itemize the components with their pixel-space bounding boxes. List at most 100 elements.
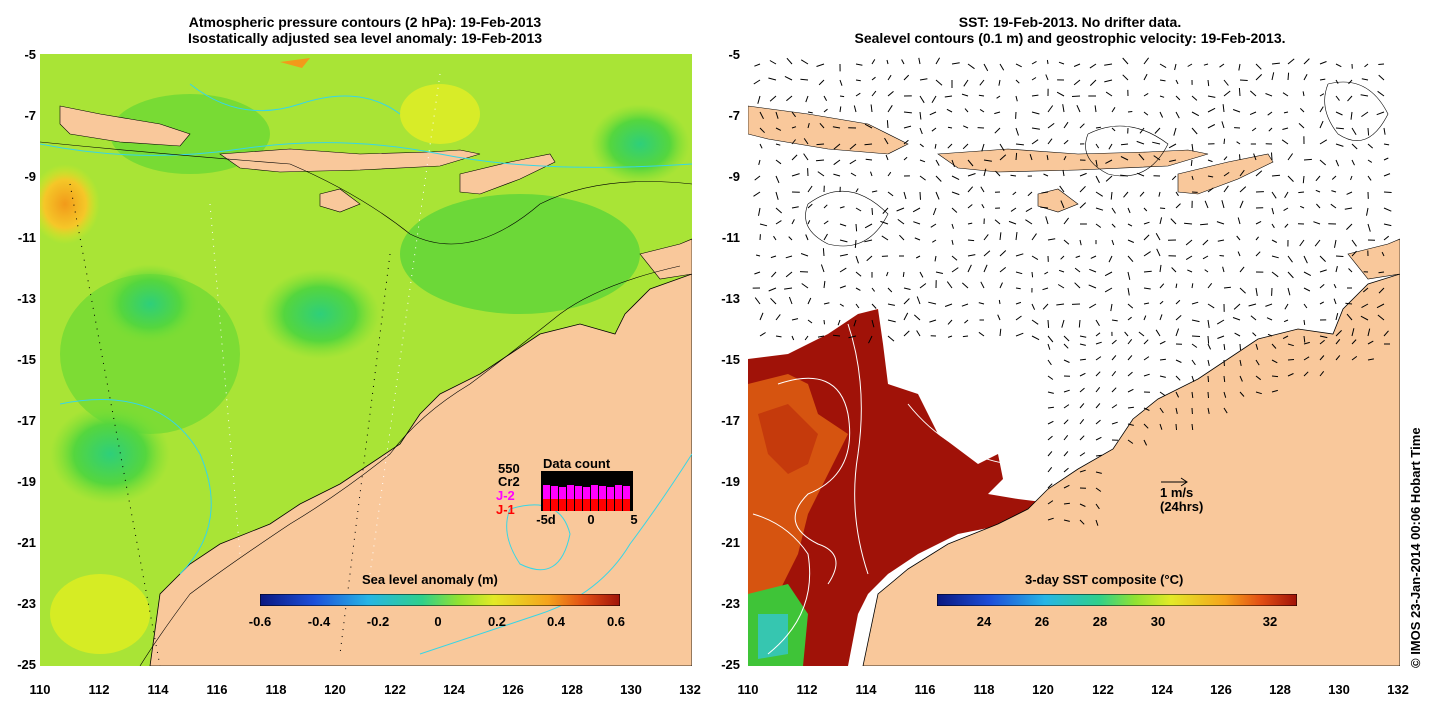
velocity-arrow: [1319, 78, 1326, 81]
sla-colorbar-tick: -0.6: [248, 614, 272, 629]
velocity-arrow: [1127, 239, 1134, 243]
data-count-bar-j1: [615, 499, 622, 511]
velocity-arrow: [759, 312, 764, 321]
velocity-arrow: [1191, 283, 1194, 289]
velocity-arrow: [758, 159, 761, 166]
left-x-tick: 122: [384, 682, 406, 697]
velocity-arrow: [1047, 435, 1053, 441]
satellite-label-j1: J-1: [496, 502, 515, 517]
velocity-arrow: [1079, 372, 1086, 377]
sla-colorbar-tick: -0.4: [307, 614, 331, 629]
velocity-arrow: [1239, 375, 1243, 382]
left-x-tick: 132: [679, 682, 701, 697]
velocity-arrow: [839, 239, 848, 243]
velocity-arrow: [1025, 219, 1033, 225]
velocity-arrow: [1207, 187, 1214, 193]
velocity-arrow: [1221, 121, 1225, 129]
data-count-bar-j2: [615, 485, 622, 499]
velocity-arrow: [1059, 185, 1065, 193]
velocity-arrow: [1383, 143, 1390, 146]
velocity-arrow: [850, 172, 857, 177]
velocity-arrow: [1095, 371, 1101, 377]
velocity-arrow: [887, 335, 895, 342]
velocity-arrow: [887, 287, 893, 293]
velocity-arrow: [951, 239, 954, 245]
left-title: Atmospheric pressure contours (2 hPa): 1…: [40, 14, 690, 46]
velocity-arrow: [1255, 359, 1260, 366]
velocity-arrow: [1058, 61, 1065, 65]
sla-colorbar-title: Sea level anomaly (m): [362, 572, 498, 587]
velocity-arrow: [932, 239, 937, 243]
velocity-arrow: [1111, 370, 1117, 377]
velocity-arrow: [823, 280, 826, 289]
velocity-arrow: [1187, 269, 1193, 273]
velocity-arrow: [1095, 471, 1102, 474]
velocity-arrow: [1175, 283, 1178, 289]
velocity-arrow: [1095, 503, 1100, 510]
satellite-label-cr2: Cr2: [498, 474, 520, 489]
velocity-arrow: [1031, 319, 1039, 325]
velocity-arrow: [1127, 316, 1132, 321]
velocity-arrow: [886, 120, 889, 129]
velocity-arrow: [1255, 170, 1263, 177]
velocity-arrow: [1042, 287, 1049, 291]
velocity-arrow: [961, 303, 969, 307]
data-count-bar-j1: [543, 499, 550, 511]
velocity-arrow: [1159, 207, 1166, 209]
velocity-arrow: [951, 223, 954, 229]
velocity-arrow: [1127, 338, 1133, 345]
velocity-arrow: [1366, 207, 1369, 216]
velocity-arrow: [1239, 154, 1241, 161]
velocity-arrow: [1249, 90, 1257, 97]
velocity-arrow: [1239, 287, 1246, 294]
velocity-arrow: [919, 191, 921, 200]
velocity-arrow: [791, 173, 800, 177]
right-y-tick: -11: [721, 230, 740, 245]
velocity-arrow: [1079, 418, 1085, 425]
right-x-tick: 114: [855, 682, 877, 697]
velocity-arrow: [823, 233, 828, 241]
velocity-arrow: [1062, 169, 1065, 177]
velocity-arrow: [1239, 186, 1247, 193]
velocity-arrow: [951, 255, 958, 261]
velocity-arrow: [775, 127, 782, 131]
velocity-arrow: [855, 287, 861, 291]
right-x-tick: 122: [1092, 682, 1114, 697]
velocity-arrow: [1377, 90, 1385, 97]
velocity-arrow: [903, 287, 911, 290]
velocity-arrow: [1346, 313, 1353, 321]
velocity-arrow: [935, 79, 943, 86]
data-count-bar-j1: [623, 499, 630, 511]
velocity-arrow: [1191, 391, 1194, 398]
velocity-arrow: [946, 108, 953, 113]
velocity-arrow: [1104, 271, 1113, 277]
velocity-arrow: [1303, 74, 1308, 81]
velocity-arrow: [967, 63, 975, 70]
velocity-arrow: [1095, 454, 1102, 457]
sst-colorbar-tick: 30: [1150, 614, 1166, 629]
velocity-arrow: [1063, 484, 1070, 489]
velocity-arrow: [916, 296, 921, 305]
right-x-tick: 118: [973, 682, 995, 697]
velocity-arrow: [1159, 423, 1163, 430]
velocity-arrow: [870, 171, 873, 177]
velocity-arrow: [855, 303, 860, 309]
velocity-arrow: [983, 250, 991, 257]
velocity-arrow: [994, 127, 1001, 134]
velocity-arrow: [1079, 519, 1085, 525]
velocity-arrow: [1335, 159, 1340, 167]
velocity-arrow: [1031, 255, 1039, 261]
velocity-arrow: [967, 264, 972, 273]
velocity-arrow: [1120, 174, 1129, 177]
velocity-arrow: [1047, 105, 1054, 113]
velocity-arrow: [1171, 267, 1177, 273]
velocity-arrow: [967, 239, 975, 242]
velocity-arrow: [1015, 332, 1024, 337]
velocity-arrow: [1383, 191, 1392, 193]
velocity-arrow: [1239, 343, 1241, 351]
velocity-arrow: [1345, 302, 1353, 305]
velocity-arrow: [839, 206, 845, 209]
velocity-arrow: [1078, 319, 1081, 328]
velocity-arrow: [995, 170, 1001, 177]
velocity-arrow: [1159, 314, 1163, 321]
